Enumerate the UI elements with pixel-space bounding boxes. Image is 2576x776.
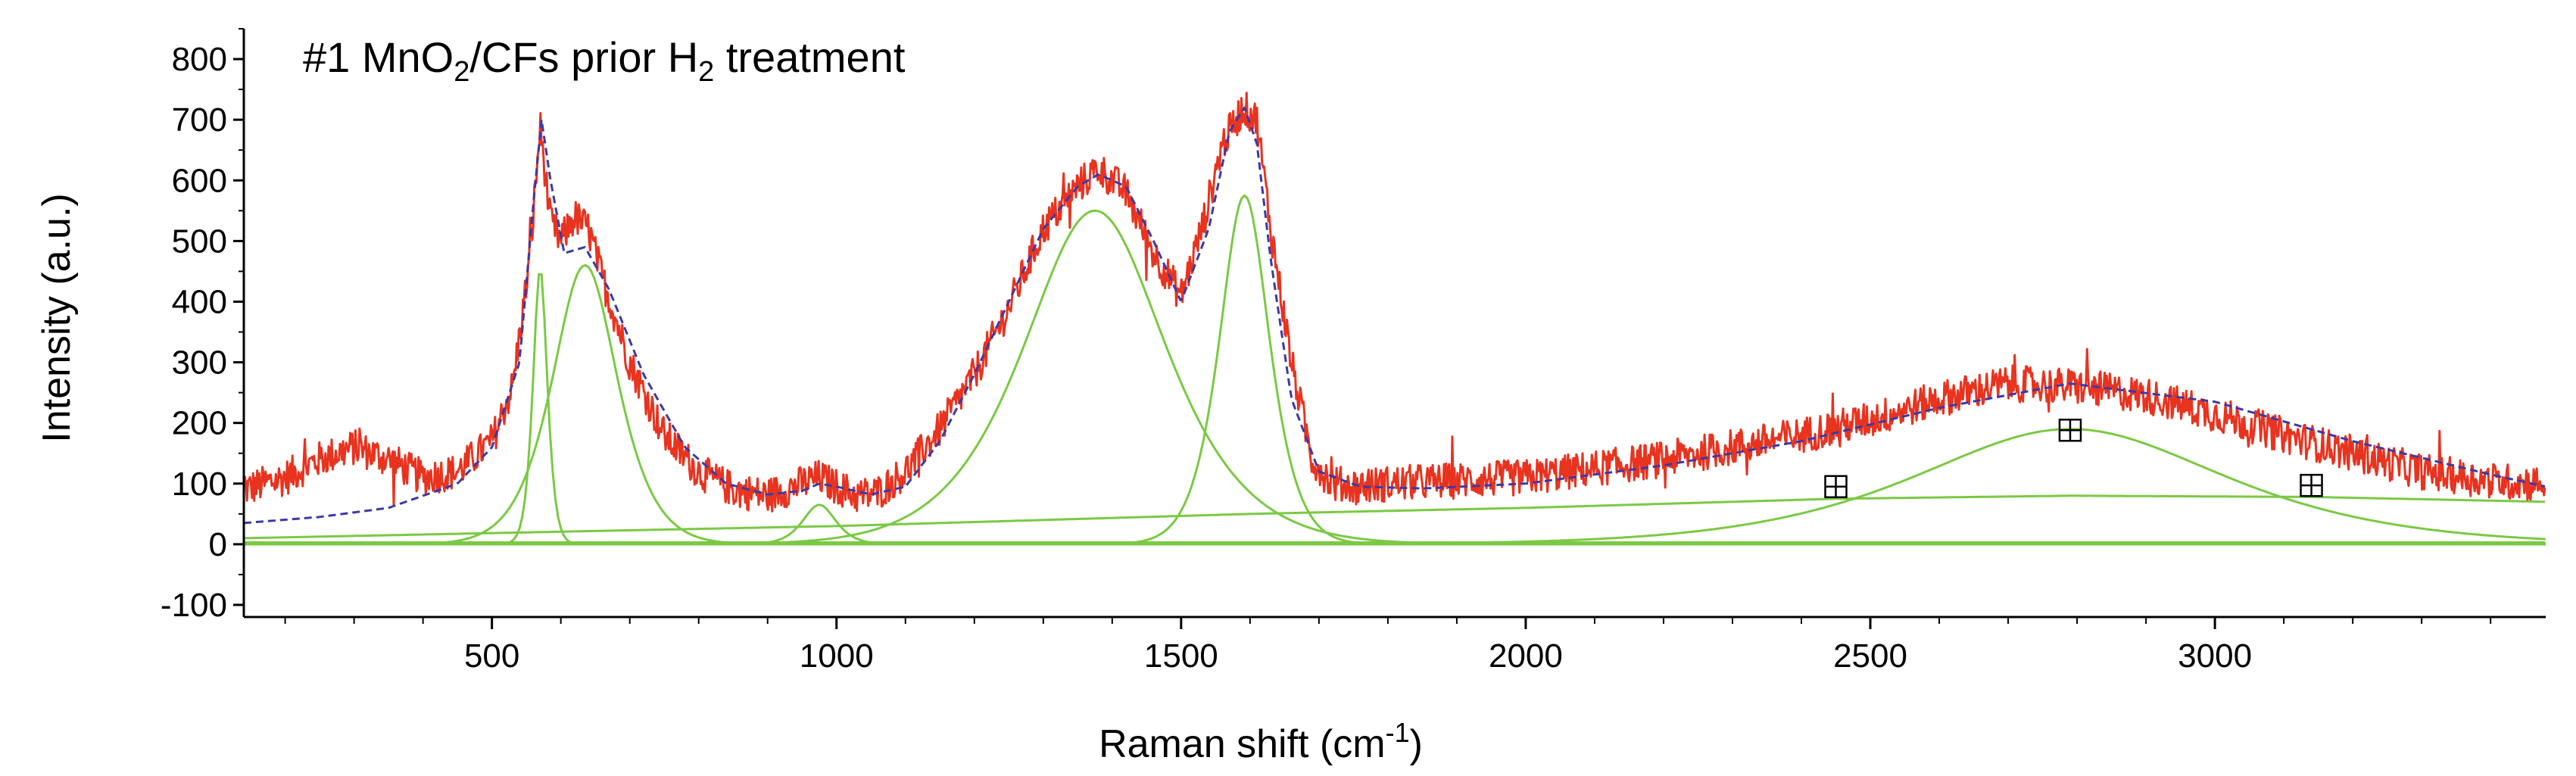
fit-marker-2 (2300, 473, 2323, 497)
chart-title-part1: #1 MnO (303, 33, 454, 81)
y-axis-title: Intensity (a.u.) (35, 193, 79, 442)
measured-line-0 (244, 92, 2546, 513)
tick-labels: -100 0 100 200 300 400 500 600 700 800 500 1000 1500… (161, 41, 2252, 675)
x-tick-label-2: 1500 (1144, 637, 1218, 675)
chart-title-part2: /CFs prior H (469, 33, 698, 81)
y-tick-label-3: 200 (172, 405, 227, 442)
chart-title: #1 MnO2/CFs prior H2 treatment (303, 33, 906, 88)
fit-marker-0 (1824, 475, 1848, 499)
x-tick-label-1: 1000 (800, 637, 874, 675)
fit-marker-1 (2058, 419, 2082, 442)
fit-envelope-line-0 (244, 106, 2546, 525)
y-tick-label-8: 700 (172, 101, 227, 139)
x-axis-title: Raman shift (cm-1) (1099, 717, 1423, 766)
y-tick-label-7: 600 (172, 162, 227, 199)
y-tick-label-0: -100 (161, 587, 227, 624)
chart-title-sub1: 2 (454, 56, 469, 88)
x-axis-title-sup: -1 (1386, 717, 1410, 748)
chart-title-part3: treatment (714, 33, 906, 81)
y-tick-label-6: 500 (172, 223, 227, 260)
fit-component-line-0 (244, 273, 2546, 546)
x-tick-label-0: 500 (464, 637, 519, 675)
x-tick-label-5: 3000 (2178, 637, 2252, 675)
fit-component-line-5 (244, 428, 2546, 546)
baseline-line-0 (244, 494, 2546, 540)
axes (233, 28, 2546, 629)
y-tick-label-2: 100 (172, 466, 227, 503)
x-tick-label-4: 2500 (1833, 637, 1907, 675)
y-tick-label-9: 800 (172, 41, 227, 78)
y-tick-label-5: 400 (172, 283, 227, 320)
plot-area (244, 92, 2546, 546)
y-tick-label-1: 0 (209, 526, 227, 563)
fit-component-line-3 (244, 209, 2546, 546)
x-axis-title-end: ) (1410, 722, 1423, 766)
y-tick-label-4: 300 (172, 344, 227, 382)
x-tick-label-3: 2000 (1489, 637, 1563, 675)
x-axis-title-main: Raman shift (cm (1099, 722, 1386, 766)
chart-title-sub2: 2 (698, 56, 714, 88)
